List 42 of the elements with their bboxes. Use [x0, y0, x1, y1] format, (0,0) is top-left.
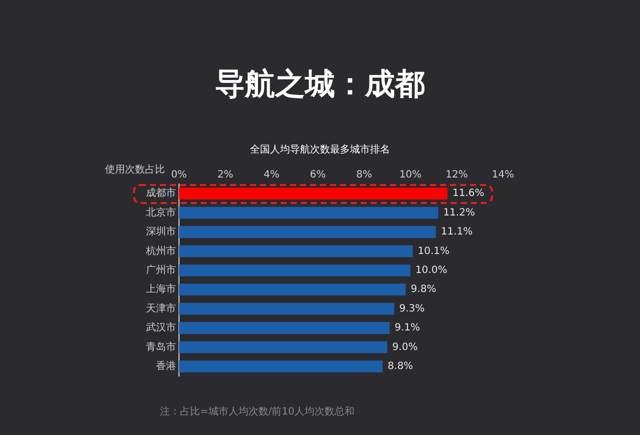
- y-tick-label: 天津市: [146, 302, 176, 314]
- y-tick-label: 北京市: [146, 206, 176, 218]
- y-tick-label: 成都市: [146, 187, 176, 200]
- data-label: 9.8%: [410, 284, 436, 296]
- data-label: 10.0%: [415, 264, 448, 276]
- x-tick-label: 6%: [310, 170, 326, 181]
- bar: [179, 226, 436, 238]
- y-tick-label: 广州市: [146, 264, 176, 276]
- chart-title: 导航之城：成都: [215, 66, 425, 102]
- data-label: 8.8%: [388, 360, 414, 372]
- y-tick-label: 深圳市: [146, 226, 176, 238]
- data-label: 9.1%: [394, 322, 420, 334]
- x-axis-title: 使用次数占比: [105, 164, 165, 176]
- y-tick-label: 青岛市: [146, 340, 176, 353]
- bar: [179, 322, 390, 334]
- data-label: 10.1%: [418, 246, 450, 257]
- bar: [179, 264, 410, 276]
- y-tick-label: 武汉市: [146, 322, 176, 334]
- x-tick-label: 14%: [492, 170, 514, 181]
- x-tick-label: 4%: [264, 170, 280, 181]
- x-tick-label: 12%: [446, 170, 468, 181]
- bar: [179, 360, 383, 372]
- chart-subtitle: 全国人均导航次数最多城市排名: [250, 144, 390, 156]
- x-tick-label: 10%: [399, 170, 422, 181]
- bar: [179, 206, 438, 219]
- data-label: 11.6%: [452, 188, 484, 200]
- text: 注：占比=城市人均次数/前10人均次数总和: [160, 406, 354, 418]
- y-tick-label: 上海市: [146, 283, 176, 296]
- bar: [179, 284, 406, 296]
- y-tick-label: 香港: [156, 360, 176, 372]
- x-tick-label: 2%: [217, 170, 234, 181]
- bar: [179, 245, 413, 258]
- bar: [179, 341, 388, 354]
- y-tick-label: 杭州市: [145, 244, 176, 257]
- x-tick-label: 8%: [356, 170, 372, 181]
- data-label: 9.3%: [399, 303, 425, 314]
- bar: [179, 188, 448, 200]
- data-label: 9.0%: [392, 342, 418, 353]
- x-tick-label: 0%: [171, 170, 187, 181]
- bar: [179, 302, 394, 315]
- data-label: 11.2%: [443, 207, 475, 218]
- data-label: 11.1%: [440, 226, 473, 238]
